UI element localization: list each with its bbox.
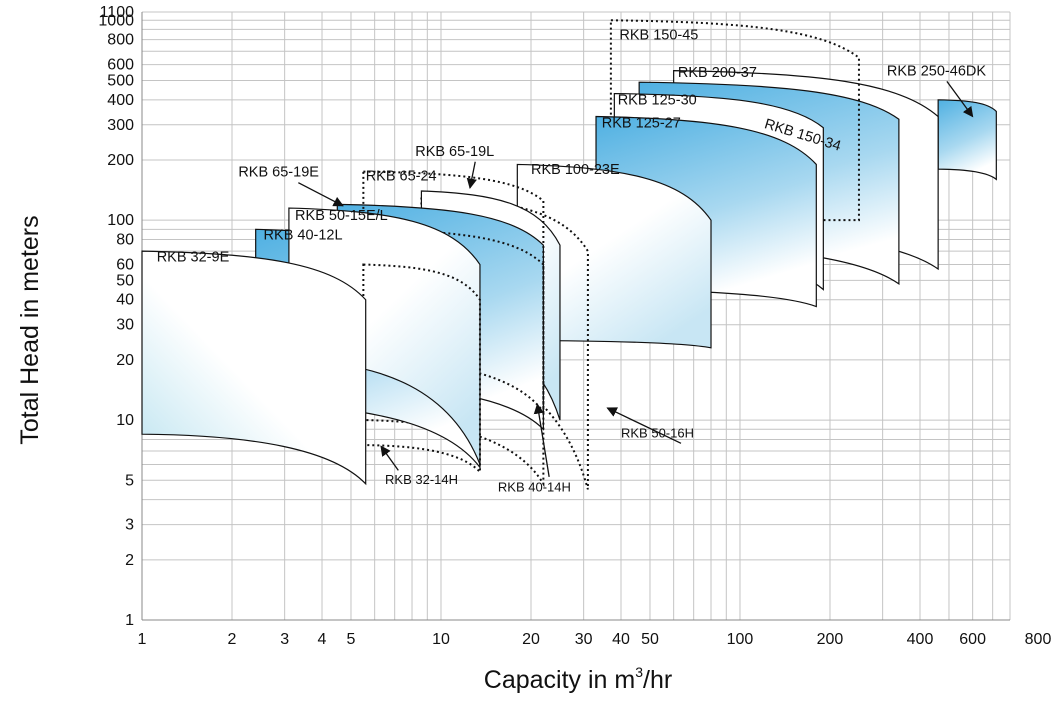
y-tick-label: 500 [107,72,134,89]
series-label-rkb-32-14h: RKB 32-14H [385,472,458,487]
x-axis-title-suffix: /hr [643,666,672,694]
y-tick-label: 1 [125,612,134,629]
series-arrow-rkb-50-16h [606,407,682,444]
series-label-rkb-125-30: RKB 125-30 [618,92,697,108]
series-arrow-rkb-32-14h [380,445,399,471]
envelope-rkb-150-45 [609,19,860,222]
series-label-rkb-50-16h: RKB 50-16H [621,425,694,440]
y-tick-label: 20 [116,352,134,369]
y-tick-label: 200 [107,152,134,169]
y-tick-label: 60 [116,257,134,274]
y-tick-label: 400 [107,92,134,109]
series-label-rkb-200-37: RKB 200-37 [678,65,757,81]
series-label-rkb-40-12l: RKB 40-12L [264,228,343,244]
envelope-rkb-32-14h [362,263,481,475]
x-tick-label: 200 [817,631,844,648]
envelope-rkb-250-46dk [937,99,997,181]
x-tick-label: 3 [280,631,289,648]
x-tick-label: 600 [959,631,986,648]
series-arrow-rkb-65-19e [298,182,344,207]
y-tick-label: 100 [107,212,134,229]
series-label-rkb-40-14h: RKB 40-14H [498,479,571,494]
envelope-rkb-32-9e [141,250,367,486]
x-tick-label: 1 [138,631,147,648]
x-tick-labels: 1 2 3 4 5 10 20 30 40 50 100 200 400 600 800 [138,631,1052,648]
x-axis-title: Capacity in m3/hr [484,664,672,694]
series-label-rkb-125-27: RKB 125-27 [602,116,681,132]
x-tick-label: 10 [432,631,450,648]
y-tick-label: 30 [116,317,134,334]
x-tick-label: 4 [318,631,327,648]
y-tick-label: 1000 [98,12,134,29]
x-tick-label: 50 [641,631,659,648]
y-tick-label: 80 [116,232,134,249]
x-tick-label: 400 [907,631,934,648]
series-label-rkb-150-45: RKB 150-45 [619,28,698,44]
series-label-rkb-50-15e-l: RKB 50-15E/L [295,208,388,224]
series-arrow-rkb-250-46dk [946,81,974,118]
x-tick-label: 20 [522,631,540,648]
y-tick-label: 10 [116,412,134,429]
envelope-rkb-100-23e [516,163,712,349]
series-label-rkb-65-19e: RKB 65-19E [238,165,319,181]
series-label-rkb-65-19l: RKB 65-19L [415,144,494,160]
x-axis-title-sup: 3 [635,664,643,680]
series-label-rkb-100-23e: RKB 100-23E [531,162,620,178]
y-tick-label: 2 [125,552,134,569]
y-tick-label: 5 [125,472,134,489]
y-tick-label: 600 [107,57,134,74]
x-tick-label: 40 [612,631,630,648]
series-label-rkb-250-46dk: RKB 250-46DK [887,63,986,79]
y-tick-label: 1100 [100,4,135,21]
y-tick-label: 50 [116,272,134,289]
y-tick-label: 800 [107,32,134,49]
series-arrow-rkb-40-14h [533,403,550,477]
x-tick-label: 800 [1025,631,1052,648]
series-label-rkb-32-9e: RKB 32-9E [157,250,230,266]
series-label-rkb-65-24: RKB 65-24 [366,168,437,184]
x-tick-label: 2 [228,631,237,648]
chart-labels: RKB 32-9E RKB 40-12L RKB 50-15E/L RKB 65-19… [157,28,987,495]
series-arrow-rkb-65-19l [466,161,477,189]
x-axis-title-main: Capacity in m [484,666,635,694]
chart-marks [141,19,997,490]
y-axis-title: Total Head in meters [16,215,44,444]
x-tick-label: 30 [575,631,593,648]
y-tick-label: 300 [107,117,134,134]
y-tick-label: 3 [125,517,134,534]
x-tick-label: 100 [727,631,754,648]
x-tick-label: 5 [347,631,356,648]
y-tick-label: 40 [116,292,134,309]
